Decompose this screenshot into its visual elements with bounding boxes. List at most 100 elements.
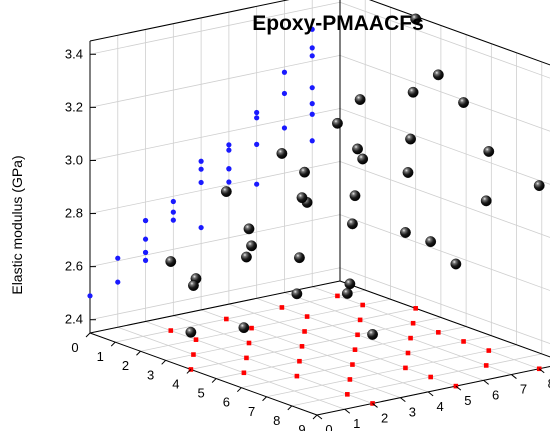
data-point-layer [165, 13, 545, 340]
x-tick-mark [186, 369, 192, 374]
y-tick-label: 4 [436, 399, 443, 414]
wall-projection-mark [254, 141, 260, 147]
floor-projection-mark [297, 358, 302, 364]
floor-grid-line [312, 286, 540, 370]
wall-projection-mark [226, 166, 232, 172]
floor-projection-mark [357, 317, 363, 323]
wall-projection-mark [115, 255, 121, 261]
floor-projection-mark [249, 325, 254, 331]
chart-title: Epoxy-PMAACFs [252, 12, 424, 35]
floor-grid-line [256, 297, 484, 381]
back-wall-grid-line [339, 1, 550, 79]
data-point [276, 148, 288, 159]
floor-grid-line [266, 344, 517, 398]
data-point [483, 146, 495, 157]
floor-grid-line [241, 335, 492, 389]
wall-projection-mark [226, 179, 232, 185]
floor-projection-mark [408, 335, 413, 341]
wall-projection-mark [309, 45, 315, 51]
data-point [188, 280, 199, 291]
wall-projection-mark [254, 115, 260, 121]
floor-grid-line [117, 326, 345, 410]
data-point [296, 192, 308, 204]
floor-projection-mark [246, 340, 252, 346]
floor-projection-mark [193, 337, 199, 342]
data-point [220, 186, 232, 197]
y-tick-label: 7 [520, 382, 527, 397]
wall-projection-mark [309, 85, 315, 91]
z-tick-label: 2.4 [65, 312, 83, 327]
data-point [357, 153, 369, 165]
data-point [241, 251, 252, 263]
floor-grid-line [291, 353, 542, 407]
floor-grid-line [216, 326, 467, 379]
y-tick-label: 8 [548, 376, 550, 391]
x-tick-mark [312, 414, 318, 420]
x-axis-line [89, 332, 318, 416]
floor-grid-line [200, 309, 429, 393]
data-point [341, 288, 353, 299]
box-frame [89, 0, 550, 416]
wall-projection-mark [170, 198, 176, 205]
data-point [294, 252, 305, 264]
floor-projection-mark [403, 365, 408, 371]
floor-projection-mark [224, 316, 229, 322]
wall-projection-mark [281, 90, 288, 97]
x-tick-label: 8 [273, 413, 280, 428]
floor-projection-mark [241, 370, 247, 376]
floor-grid-line [284, 292, 512, 375]
y-tick-label: 1 [353, 416, 360, 431]
y-tick-mark [538, 368, 545, 374]
floor-grid-line [316, 366, 550, 416]
wall-projection-mark [309, 111, 315, 117]
wall-projection-mark [226, 142, 232, 148]
y-tick-label: 3 [409, 405, 416, 420]
y-tick-mark [455, 385, 462, 391]
back-wall-grid-line [339, 214, 550, 291]
y-tick-mark [372, 403, 378, 408]
wall-projection-mark [226, 147, 232, 153]
floor-projection-mark [360, 302, 365, 308]
x-tick-label: 4 [172, 376, 179, 391]
data-point [407, 86, 419, 98]
data-point [533, 180, 545, 192]
floor-projection-mark [302, 329, 307, 334]
y-tick-label: 6 [492, 387, 499, 402]
wall-projection-mark [309, 101, 315, 107]
floor-grid-line [190, 317, 441, 370]
data-point [246, 240, 257, 252]
z-axis-label: Elastic modulus (GPa) [9, 155, 25, 294]
z-tick-label: 3.0 [65, 152, 83, 167]
wall-projection-mark [87, 293, 93, 299]
data-point [410, 13, 422, 25]
floor-projection-mark [413, 306, 418, 311]
floor-edge [89, 280, 341, 334]
wall-projection-mark [254, 181, 260, 187]
left-wall-grid-line [89, 267, 341, 321]
data-point [425, 236, 437, 248]
left-wall-grid-line [89, 214, 341, 268]
floor-projection-mark [461, 339, 466, 344]
wall-projection-mark [170, 209, 176, 215]
back-wall-grid-line [339, 267, 550, 345]
y-tick-mark [427, 391, 434, 397]
floor-grid-line [115, 289, 366, 343]
data-point [480, 195, 492, 207]
wall-projection-mark [198, 179, 204, 186]
floor-projection-mark [347, 377, 353, 382]
z-tick-label: 2.8 [65, 206, 83, 221]
floor-projection-mark [294, 373, 300, 379]
floor-edge [339, 280, 550, 358]
wall-projection-mark [115, 279, 121, 285]
y-tick-mark [400, 397, 406, 403]
wall-projection-layer [87, 26, 315, 299]
left-wall-grid-line [89, 54, 341, 108]
x-tick-label: 5 [197, 386, 204, 401]
y-tick-label: 2 [381, 410, 388, 425]
floor-grid-line [228, 303, 457, 387]
floor-projection-mark [355, 332, 360, 338]
floor-projection-mark [350, 362, 355, 367]
x-tick-mark [110, 341, 116, 347]
floor-projection-mark [191, 352, 196, 357]
